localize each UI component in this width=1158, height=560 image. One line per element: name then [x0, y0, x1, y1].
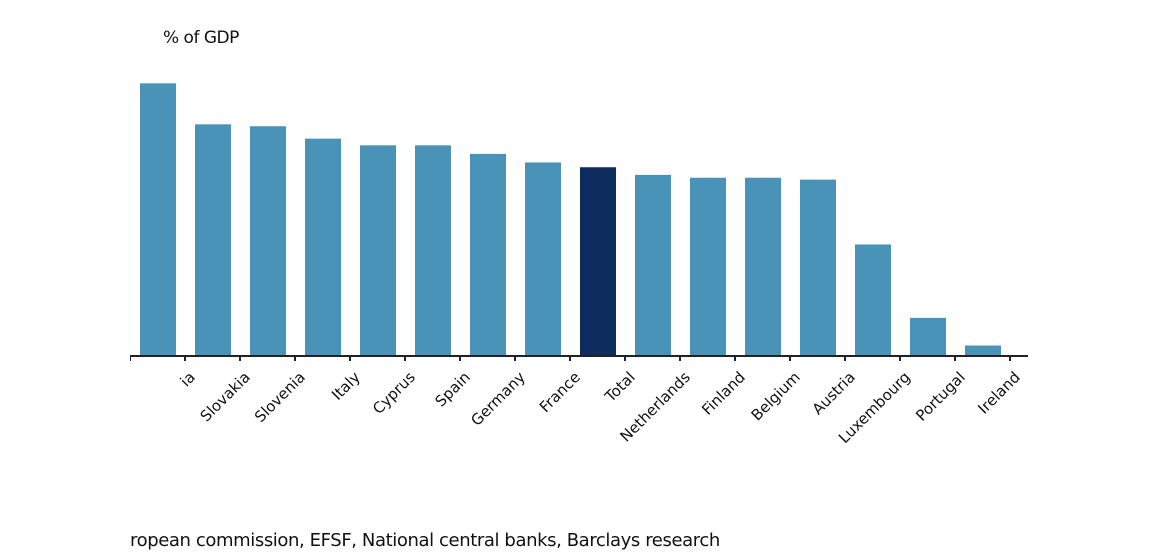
bar-luxembourg: [855, 244, 891, 356]
x-tick-label: ia: [177, 368, 199, 390]
bar-slovakia: [195, 124, 231, 356]
bar-france: [525, 162, 561, 356]
x-tick-label: Portugal: [912, 368, 969, 425]
x-tick-label: Total: [601, 368, 639, 406]
bar-portugal: [910, 317, 946, 356]
x-tick-label: France: [536, 368, 584, 416]
bar-spain: [415, 145, 451, 356]
x-tick-label: Germany: [467, 368, 529, 430]
x-tick-label: Finland: [698, 368, 749, 419]
x-tick-label: Austria: [809, 368, 859, 418]
bar-total: [580, 167, 616, 356]
bar-ireland: [965, 345, 1001, 356]
x-tick-label: Italy: [328, 368, 364, 404]
bar-finland: [690, 177, 726, 356]
bar-belgium: [745, 177, 781, 356]
bar-netherlands: [635, 174, 671, 356]
x-tick-label: Belgium: [748, 368, 804, 424]
x-tick-label: Slovakia: [197, 368, 254, 425]
bar-slovenia: [250, 126, 286, 356]
bar-italy: [305, 138, 341, 356]
x-tick-label: Slovenia: [251, 368, 309, 426]
chart-title: % of GDP: [163, 28, 239, 48]
x-tick-label: Cyprus: [369, 368, 419, 418]
x-tick-label: Spain: [431, 368, 473, 410]
bar-germany: [470, 153, 506, 356]
bar-cyprus: [360, 145, 396, 356]
source-note: ropean commission, EFSF, National centra…: [130, 530, 720, 551]
x-tick-label: Greece: [1028, 368, 1078, 418]
bar-ia: [140, 83, 176, 356]
x-tick-label: Ireland: [974, 368, 1023, 417]
bar-austria: [800, 179, 836, 356]
